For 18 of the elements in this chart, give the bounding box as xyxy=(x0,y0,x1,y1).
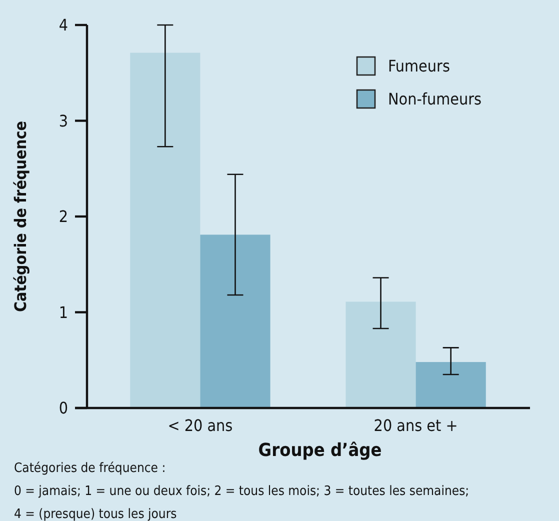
y-axis-title: Catégorie de fréquence xyxy=(11,120,30,312)
y-tick-label: 1 xyxy=(58,302,68,322)
text: 0 = jamais; 1 = une ou deux fois; 2 = tous les mois; 3 = toutes les semaines; xyxy=(14,484,470,499)
y-tick-label: 2 xyxy=(58,207,68,226)
text: Catégories de fréquence : xyxy=(14,461,166,476)
bar xyxy=(346,302,416,408)
bar xyxy=(416,362,486,408)
x-tick-label: < 20 ans xyxy=(168,416,233,435)
x-tick-label: 20 ans et + xyxy=(374,416,458,435)
legend-label: Fumeurs xyxy=(388,56,450,76)
legend-label: Non-fumeurs xyxy=(388,90,482,109)
y-tick-label: 0 xyxy=(58,398,68,418)
y-tick-label: 3 xyxy=(58,111,68,130)
text: 4 = (presque) tous les jours xyxy=(14,507,177,521)
x-axis-title: Groupe d’âge xyxy=(258,440,382,461)
bar xyxy=(200,234,270,408)
bar xyxy=(130,52,200,408)
y-tick-label: 4 xyxy=(58,16,68,35)
